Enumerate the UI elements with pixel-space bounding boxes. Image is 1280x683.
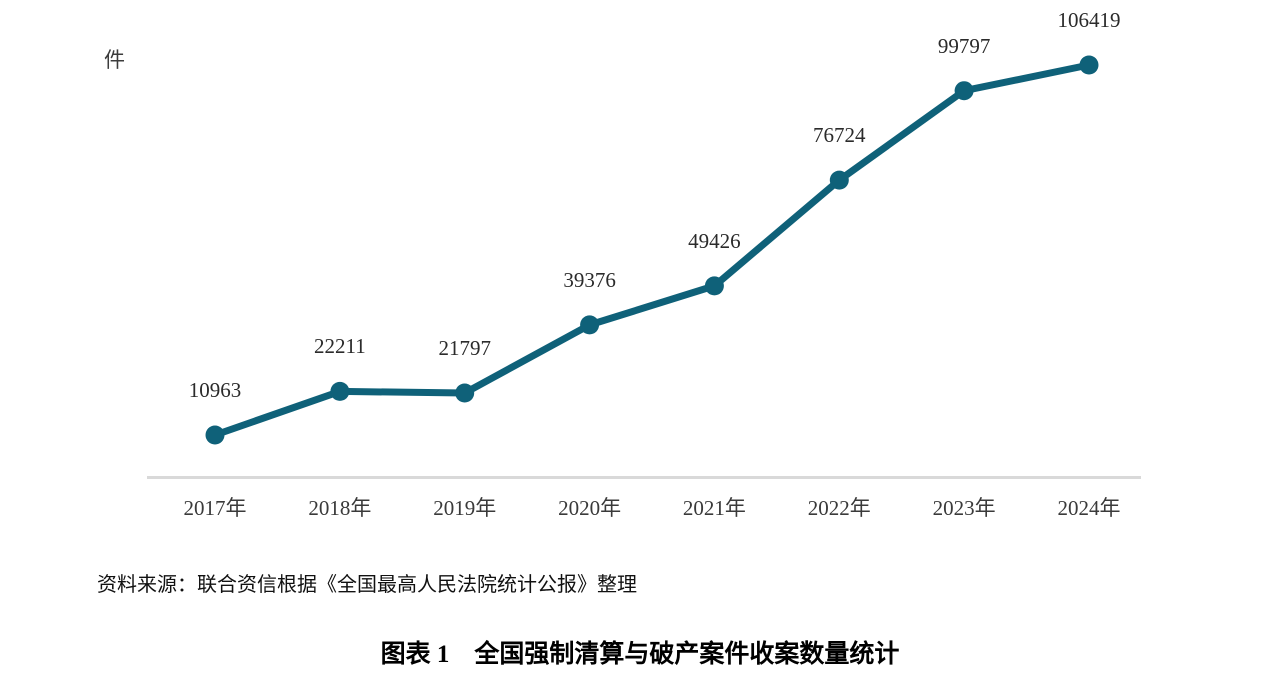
data-value-label: 39376	[563, 267, 616, 292]
data-point-marker[interactable]	[1079, 55, 1099, 75]
data-value-label: 10963	[188, 378, 242, 402]
data-point-marker[interactable]	[330, 381, 350, 401]
x-axis-tick-label: 2018年	[308, 496, 372, 520]
chart-plot-area: 件 10963 22211 21797 39376 49426 76724 99797 106…	[104, 8, 1141, 520]
series-line-path	[211, 61, 1093, 439]
x-axis-tick-label: 2021年	[682, 496, 746, 520]
figure-caption: 图表 1 全国强制清算与破产案件收案数量统计	[380, 641, 900, 668]
data-value-label: 22211	[314, 334, 366, 359]
x-axis-tick-label: 2019年	[433, 496, 497, 520]
x-axis-tick-label: 2022年	[807, 496, 871, 520]
data-value-label: 21797	[438, 336, 491, 360]
x-axis-tick-label: 2024年	[1057, 496, 1121, 520]
data-point-marker[interactable]	[455, 383, 475, 403]
source-note: 资料来源：联合资信根据《全国最高人民法院统计公报》整理	[97, 574, 637, 596]
data-point-marker[interactable]	[205, 425, 225, 445]
data-point-marker[interactable]	[704, 276, 724, 296]
y-axis-unit-label: 件	[104, 48, 125, 72]
data-value-label: 99797	[937, 33, 991, 58]
line-chart-canvas	[147, 55, 1141, 479]
data-value-label: 49426	[688, 228, 741, 253]
data-point-marker[interactable]	[829, 170, 849, 190]
x-axis-tick-label: 2020年	[558, 496, 622, 520]
x-axis-tick-label: 2023年	[932, 496, 996, 520]
data-value-label: 106419	[1057, 8, 1121, 32]
data-point-marker[interactable]	[954, 81, 974, 101]
data-value-label: 76724	[813, 123, 866, 148]
series-markers	[205, 55, 1099, 445]
data-point-marker[interactable]	[580, 315, 600, 335]
x-axis-tick-label: 2017年	[183, 496, 247, 520]
